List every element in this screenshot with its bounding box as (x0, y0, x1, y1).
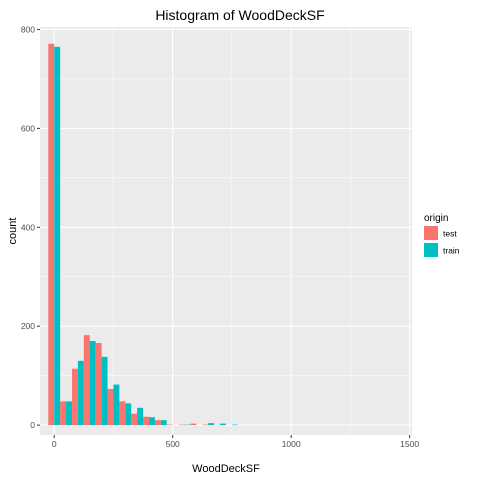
bar-test (143, 416, 149, 426)
bar-test (178, 424, 185, 426)
y-tick-label: 800 (21, 24, 35, 34)
legend-key-train (424, 243, 438, 257)
bar-train (113, 384, 120, 426)
legend-label-test: test (443, 229, 457, 239)
bar-test (131, 413, 138, 426)
bar-train (54, 46, 61, 426)
bar-train (231, 424, 238, 426)
bar-test (60, 401, 67, 426)
x-axis-title: WoodDeckSF (192, 463, 260, 475)
legend-label-train: train (443, 246, 460, 256)
bar-train (89, 341, 96, 426)
x-tick-label: 1000 (282, 439, 301, 449)
y-axis-ticks: 0 200 400 600 800 (21, 24, 40, 430)
y-tick-label: 400 (21, 222, 35, 232)
bars (48, 43, 238, 426)
bar-test (83, 335, 90, 426)
y-tick-label: 200 (21, 321, 35, 331)
x-tick-label: 500 (166, 439, 180, 449)
legend-title: origin (424, 213, 448, 224)
bar-train (101, 356, 108, 426)
x-tick-label: 0 (52, 439, 57, 449)
bar-train (137, 407, 144, 426)
bar-test (202, 424, 209, 426)
y-axis-title: count (7, 218, 19, 245)
chart-title: Histogram of WoodDeckSF (155, 7, 324, 23)
bar-train (66, 401, 72, 426)
x-tick-label: 1500 (400, 439, 419, 449)
y-tick-label: 600 (21, 123, 35, 133)
bar-train (208, 423, 215, 426)
legend: origin test train (424, 213, 460, 257)
bar-test (71, 368, 78, 426)
bar-train (160, 420, 167, 426)
bar-test (119, 401, 126, 426)
bar-test (154, 420, 161, 426)
bar-test (95, 343, 102, 426)
bar-test (48, 43, 55, 426)
x-axis-ticks: 0 500 1000 1500 (52, 435, 419, 449)
bar-train (77, 360, 84, 426)
bar-test (166, 424, 173, 426)
bar-test (190, 423, 197, 426)
bar-train (148, 417, 155, 426)
bar-train (220, 423, 226, 426)
bar-train (125, 403, 132, 426)
y-tick-label: 0 (30, 420, 35, 430)
bar-train (184, 424, 191, 426)
bar-test (107, 389, 114, 426)
legend-key-test (424, 226, 438, 240)
